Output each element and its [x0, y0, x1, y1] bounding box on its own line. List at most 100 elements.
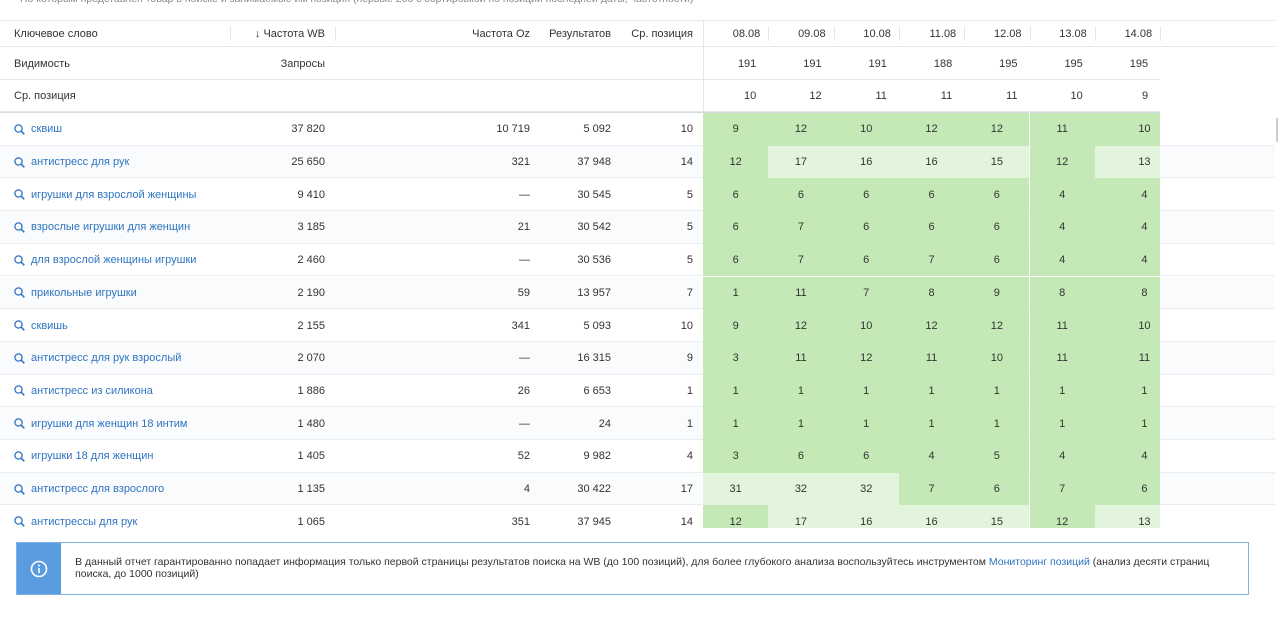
keyword[interactable]: антистресс для рук — [31, 156, 130, 169]
position-cell: 4 — [1029, 211, 1095, 244]
search-icon[interactable] — [14, 505, 25, 528]
keyword[interactable]: для взрослой женщины игрушки — [31, 254, 197, 267]
position-cell: 13 — [1094, 505, 1161, 528]
position-cell: 10 — [1094, 113, 1161, 146]
cell-oz: — — [519, 188, 530, 201]
position-cell: 6 — [833, 211, 899, 244]
dates-header-bg — [703, 20, 1160, 47]
position-cell: 6 — [1094, 472, 1161, 506]
search-icon[interactable] — [14, 113, 25, 146]
search-icon[interactable] — [14, 407, 25, 440]
position-cell: 1 — [898, 374, 965, 408]
position-cell: 12 — [898, 309, 965, 342]
cell-wb: 1 480 — [297, 417, 325, 430]
search-icon[interactable] — [14, 211, 25, 244]
keyword[interactable]: игрушки для взрослой женщины — [31, 188, 197, 201]
keyword[interactable]: игрушки для женщин 18 интим — [31, 417, 188, 430]
position-cell: 16 — [833, 505, 899, 528]
keyword[interactable]: антистресс из силикона — [31, 384, 153, 397]
cell-wb: 9 410 — [297, 188, 325, 201]
position-cell: 12 — [1029, 145, 1095, 179]
position-cell: 12 — [768, 309, 834, 342]
notice-text: В данный отчет гарантированно попадает и… — [61, 543, 1248, 594]
position-cell: 1 — [703, 407, 769, 440]
position-cell: 31 — [703, 472, 769, 506]
col-separator — [230, 26, 231, 41]
search-icon[interactable] — [14, 146, 25, 179]
search-icon[interactable] — [14, 375, 25, 408]
keyword[interactable]: сквиш — [31, 123, 63, 136]
cell-oz: 59 — [517, 286, 530, 299]
keyword[interactable]: антистресс для взрослого — [31, 483, 165, 496]
search-icon[interactable] — [14, 277, 25, 310]
keyword[interactable]: антистресс для рук взрослый — [31, 352, 182, 365]
summary-sub: Запросы — [280, 57, 325, 70]
search-icon[interactable] — [14, 473, 25, 506]
keyword[interactable]: прикольные игрушки — [31, 286, 137, 299]
keyword[interactable]: сквишь — [31, 319, 68, 332]
date-header: 11.08 — [929, 27, 957, 40]
keyword[interactable]: игрушки 18 для женщин — [31, 450, 154, 463]
cell-wb: 2 190 — [297, 286, 325, 299]
col-separator — [964, 26, 966, 41]
summary-value: 11 — [1006, 90, 1018, 102]
keyword[interactable]: взрослые игрушки для женщин — [31, 221, 191, 234]
cell-avg: 10 — [680, 123, 693, 136]
summary-value: 191 — [868, 57, 887, 70]
cell-results: 6 653 — [583, 384, 611, 397]
position-cell: 3 — [703, 341, 769, 375]
cell-wb: 2 460 — [297, 254, 325, 267]
col-separator — [1029, 26, 1031, 41]
cell-wb: 2 155 — [297, 319, 325, 332]
date-header: 14.08 — [1124, 27, 1153, 40]
position-cell: 16 — [833, 145, 899, 179]
cell-avg: 9 — [686, 352, 693, 365]
summary-value: 195 — [1064, 57, 1083, 70]
cell-results: 37 948 — [577, 156, 611, 169]
cell-oz: 21 — [517, 221, 530, 234]
position-cell: 4 — [1094, 243, 1161, 277]
notice-link[interactable]: Мониторинг позиций — [988, 556, 1090, 568]
summary-divider — [0, 112, 1160, 113]
cell-results: 37 945 — [577, 515, 611, 528]
position-cell: 6 — [898, 211, 965, 244]
notice: В данный отчет гарантированно попадает и… — [16, 542, 1249, 595]
position-cell: 11 — [1029, 341, 1095, 375]
position-cell: 12 — [703, 145, 769, 179]
position-cell: 7 — [898, 243, 965, 277]
position-cell: 4 — [1029, 440, 1095, 473]
position-cell: 1 — [1094, 407, 1161, 440]
position-cell: 1 — [1029, 374, 1095, 408]
keyword[interactable]: антистрессы для рук — [31, 515, 138, 528]
position-cell: 12 — [703, 505, 769, 528]
position-cell: 8 — [1029, 276, 1095, 310]
search-icon[interactable] — [14, 244, 25, 277]
cell-oz: — — [519, 352, 530, 365]
cell-wb: 1 886 — [297, 384, 325, 397]
position-cell: 6 — [964, 243, 1030, 277]
position-cell: 1 — [768, 407, 834, 440]
position-cell: 7 — [833, 276, 899, 310]
search-icon[interactable] — [14, 440, 25, 473]
search-icon[interactable] — [14, 178, 25, 211]
position-cell: 11 — [1029, 113, 1095, 146]
position-cell: 12 — [964, 309, 1030, 342]
position-cell: 6 — [703, 211, 769, 244]
search-icon[interactable] — [14, 342, 25, 375]
cell-oz: 341 — [511, 319, 530, 332]
cell-avg: 5 — [686, 188, 693, 201]
position-cell: 12 — [833, 341, 899, 375]
position-cell: 1 — [1094, 374, 1161, 408]
cell-results: 13 957 — [577, 286, 611, 299]
position-cell: 10 — [964, 341, 1030, 375]
position-cell: 16 — [898, 145, 965, 179]
cell-wb: 1 405 — [297, 450, 325, 463]
cell-results: 5 092 — [583, 123, 611, 136]
search-icon[interactable] — [14, 309, 25, 342]
cell-oz: 26 — [517, 384, 530, 397]
position-cell: 1 — [1029, 407, 1095, 440]
summary-value: 11 — [940, 90, 953, 102]
cell-avg: 5 — [686, 221, 693, 234]
summary-value: 10 — [1070, 90, 1083, 102]
